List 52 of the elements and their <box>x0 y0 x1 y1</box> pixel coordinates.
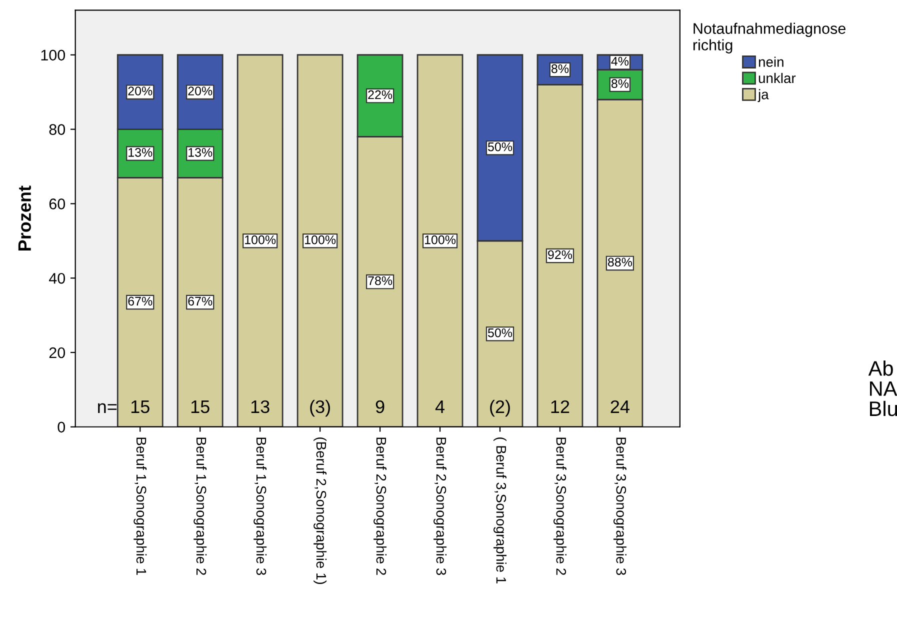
annotation: 4 <box>435 400 445 413</box>
data-label: 100% <box>424 235 456 244</box>
data-label: 67% <box>128 296 152 306</box>
y-tick-label: 60 <box>49 198 66 210</box>
data-label: 8% <box>611 79 629 88</box>
y-axis-title: Prozent <box>18 186 32 250</box>
x-tick-label: (Beruf 2,Sonographie 1) <box>314 437 327 584</box>
data-label: 100% <box>245 235 276 244</box>
annotation: (3) <box>310 400 330 417</box>
y-tick-label: 20 <box>49 347 66 358</box>
y-tick-label: 40 <box>48 272 66 284</box>
x-tick-label: Beruf 2,Sonographie 3 <box>434 438 446 575</box>
annotation: 24 <box>610 400 630 413</box>
data-label: 92% <box>548 250 572 260</box>
annotation: 12 <box>551 400 570 413</box>
data-label: 22% <box>368 90 392 100</box>
bar <box>416 54 464 427</box>
text: Ab NA Blu <box>868 360 897 416</box>
bar <box>296 54 344 427</box>
x-tick-label: ( Beruf 3,Sonographie 1 <box>494 437 506 584</box>
data-label: 67% <box>188 296 212 306</box>
data-label: 100% <box>305 235 336 244</box>
legend-label: ja <box>758 89 769 102</box>
annotation: n= <box>98 403 117 413</box>
x-tick-label: Beruf 1,Sonographie 2 <box>194 438 207 575</box>
x-tick-label: Beruf 2,Sonographie 2 <box>374 438 387 575</box>
data-label: 13% <box>188 148 212 157</box>
data-label: 4% <box>611 56 629 66</box>
data-label: 50% <box>488 142 512 152</box>
data-label: 20% <box>188 86 212 96</box>
x-tick-label: Beruf 3,Sonographie 3 <box>613 438 626 575</box>
data-label: 8% <box>551 64 569 74</box>
data-label: 78% <box>368 276 392 286</box>
x-tick-label: Beruf 1,Sonographie 1 <box>134 438 147 575</box>
x-tick-label: Beruf 3,Sonographie 2 <box>553 438 566 575</box>
data-label: 20% <box>128 86 152 96</box>
annotation: 15 <box>131 400 150 414</box>
data-label: 50% <box>488 328 512 338</box>
data-label: 13% <box>128 148 152 157</box>
bar <box>236 54 284 427</box>
y-tick-label: 100 <box>41 50 66 61</box>
annotation: 9 <box>376 400 384 414</box>
x-tick-label: Beruf 1,Sonographie 3 <box>254 438 267 575</box>
annotation: (2) <box>490 400 510 417</box>
legend-title: Notaufnahmediagnose richtig <box>693 22 846 54</box>
annotation: 15 <box>191 400 210 414</box>
legend-label: unklar <box>758 72 796 84</box>
annotation: 13 <box>251 400 270 414</box>
data-label: 88% <box>608 258 632 267</box>
y-tick-label: 80 <box>49 124 66 135</box>
y-tick-label: 0 <box>58 422 66 433</box>
legend-label: nein <box>758 56 784 67</box>
